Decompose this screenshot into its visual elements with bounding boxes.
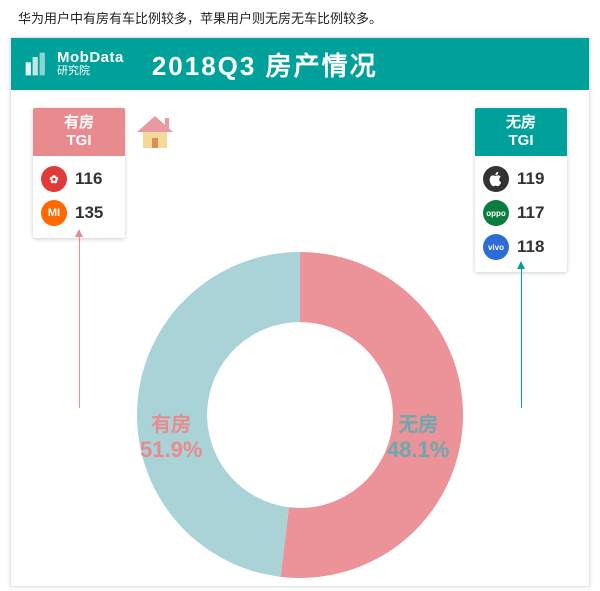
infographic-card: MobData 研究院 2018Q3 房产情况 有房 TGI ✿ 116 MI 135… [10,37,590,587]
tgi-row: vivo 118 [481,230,561,264]
donut-label-left: 有房 51.9% [140,408,202,463]
tgi-value: 119 [517,169,544,189]
tgi-row: ✿ 116 [39,162,119,196]
donut-label-right-name: 无房 [387,408,449,437]
mi-icon: MI [41,200,67,226]
card-body: 有房 TGI ✿116MI135 无房 TGI 119oppo117vivo11… [11,90,589,586]
brand-block: MobData 研究院 [23,50,124,78]
tgi-value: 118 [517,237,544,257]
oppo-icon: oppo [483,200,509,226]
donut-label-right: 无房 48.1% [387,408,449,463]
tgi-left-rows: ✿ 116 MI 135 [33,156,125,238]
apple-icon [483,166,509,192]
tgi-right-title2: TGI [475,132,567,150]
caption-text: 华为用户中有房有车比例较多，苹果用户则无房无车比例较多。 [0,0,600,33]
house-icon [135,112,175,152]
donut-label-right-pct: 48.1% [387,437,449,463]
tgi-right-head: 无房 TGI [475,108,567,156]
tgi-box-left: 有房 TGI ✿ 116 MI 135 [33,108,125,238]
brand-sub: 研究院 [57,66,124,78]
brand-name: MobData [57,50,124,66]
donut-label-left-pct: 51.9% [140,437,202,463]
connector-left [79,230,80,408]
vivo-icon: vivo [483,234,509,260]
hw-icon: ✿ [41,166,67,192]
tgi-value: 135 [75,203,103,223]
card-title: 2018Q3 房产情况 [152,46,378,83]
tgi-row: 119 [481,162,561,196]
tgi-value: 116 [75,169,102,189]
connector-right [521,262,522,408]
card-header: MobData 研究院 2018Q3 房产情况 [11,38,589,90]
mobdata-logo-icon [23,50,51,78]
tgi-right-rows: 119 oppo 117 vivo 118 [475,156,567,272]
tgi-value: 117 [517,203,544,223]
tgi-left-title1: 有房 [33,114,125,132]
tgi-row: MI 135 [39,196,119,230]
tgi-row: oppo 117 [481,196,561,230]
tgi-box-right: 无房 TGI 119 oppo 117 vivo 118 [475,108,567,272]
tgi-right-title1: 无房 [475,114,567,132]
donut-chart: 有房 51.9% 无房 48.1% [135,250,465,580]
tgi-left-head: 有房 TGI [33,108,125,156]
tgi-left-title2: TGI [33,132,125,150]
donut-label-left-name: 有房 [140,408,202,437]
